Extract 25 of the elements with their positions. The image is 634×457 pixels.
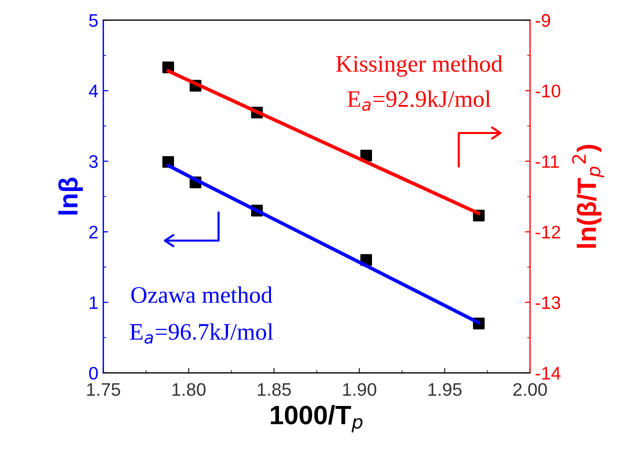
y-tick-label: 4 [88, 84, 98, 98]
y2-axis-title: ln(β/T$_{p}$$^{2}$) [572, 144, 604, 248]
x-tick-label: 1.95 [428, 383, 462, 396]
x-tick-label: 2.00 [513, 383, 547, 396]
y2-tick-label: -11 [536, 155, 559, 168]
x-tick-label: 1.90 [343, 383, 376, 396]
y-tick-label: 1 [90, 296, 98, 309]
y-tick-label: 2 [89, 226, 98, 238]
y-tick-label: 5 [89, 14, 98, 27]
y-axis-title: lnβ [58, 178, 83, 214]
annotation: E$_{a}$=92.9kJ/mol [348, 90, 491, 111]
y2-tick-label: -13 [536, 296, 560, 310]
annotation: E$_{a}$=96.7kJ/mol [130, 323, 274, 344]
annotation: Ozawa method [131, 286, 272, 303]
annotation: Kissinger method [336, 55, 502, 77]
y-tick-label: 0 [89, 366, 98, 380]
y2-tick-label: -10 [536, 84, 560, 98]
x-tick-label: 1.85 [258, 383, 291, 396]
x-tick-label: 1.80 [172, 383, 206, 396]
y2-tick-label: -9 [536, 14, 550, 27]
y2-tick-label: -14 [536, 367, 560, 380]
x-axis-title: 1000/T$_{p}$ [270, 405, 362, 432]
y-tick-label: 3 [89, 155, 98, 168]
x-tick-label: 1.75 [87, 383, 120, 396]
y2-tick-label: -12 [536, 226, 560, 238]
